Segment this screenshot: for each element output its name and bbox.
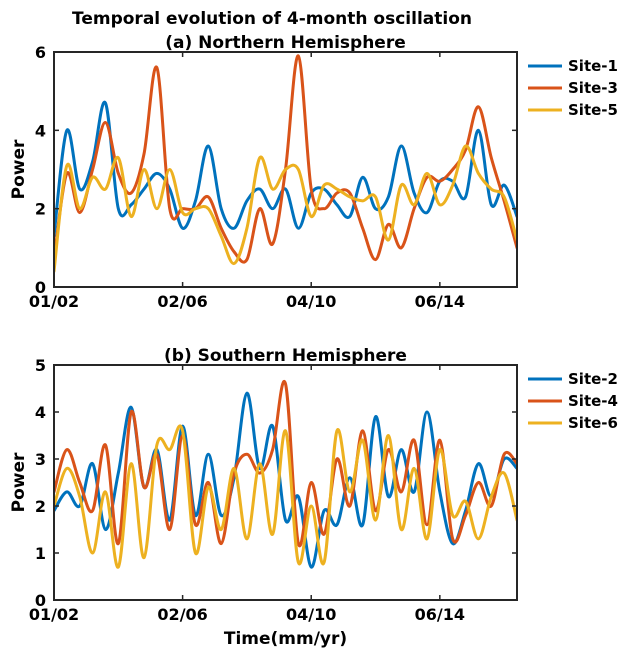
series-lines bbox=[54, 379, 517, 569]
y-tick-label: 5 bbox=[35, 356, 46, 375]
y-tick-label: 3 bbox=[35, 450, 46, 469]
x-tick-label: 06/14 bbox=[415, 292, 465, 311]
series-line-site-5 bbox=[54, 144, 517, 273]
x-tick-label: 02/06 bbox=[157, 605, 207, 624]
x-tick-label: 06/14 bbox=[415, 605, 465, 624]
y-tick-label: 6 bbox=[35, 43, 46, 62]
plot-frame bbox=[53, 364, 518, 601]
legend-label: Site-6 bbox=[568, 414, 618, 432]
y-tick-label: 2 bbox=[35, 200, 46, 219]
series-line-site-6 bbox=[54, 424, 517, 569]
y-tick-label: 0 bbox=[35, 278, 46, 297]
x-tick-label: 02/06 bbox=[157, 292, 207, 311]
legend-label: Site-3 bbox=[568, 79, 618, 97]
y-tick-label: 0 bbox=[35, 591, 46, 610]
series-line-site-4 bbox=[54, 379, 517, 548]
legend-label: Site-2 bbox=[568, 370, 618, 388]
series-lines bbox=[54, 54, 517, 273]
chart-title: (a) Northern Hemisphere bbox=[165, 33, 406, 53]
y-axis-label: Power bbox=[9, 452, 29, 512]
chart-title: (b) Southern Hemisphere bbox=[164, 346, 407, 366]
y-tick-label: 4 bbox=[35, 121, 46, 140]
y-tick-label: 4 bbox=[35, 403, 46, 422]
legend-label: Site-1 bbox=[568, 57, 618, 75]
legend-label: Site-4 bbox=[568, 392, 618, 410]
y-axis-label: Power bbox=[9, 139, 29, 199]
figure-title: Temporal evolution of 4-month oscillatio… bbox=[72, 9, 472, 29]
x-tick-label: 04/10 bbox=[286, 292, 336, 311]
chart-panel-1: (a) Northern Hemisphere 0 2 4 6 01/02 02/06 04/… bbox=[9, 33, 618, 311]
x-tick-label: 01/02 bbox=[29, 605, 79, 624]
y-tick-label: 2 bbox=[35, 497, 46, 516]
x-tick-label: 04/10 bbox=[286, 605, 336, 624]
legend: Site-2 Site-4 Site-6 bbox=[528, 370, 618, 432]
plot-frame bbox=[53, 51, 518, 288]
x-tick-label: 01/02 bbox=[29, 292, 79, 311]
series-line-site-3 bbox=[54, 54, 517, 264]
legend-label: Site-5 bbox=[568, 101, 618, 119]
panels: (a) Northern Hemisphere 0 2 4 6 01/02 02/06 04/… bbox=[9, 33, 618, 649]
legend: Site-1 Site-3 Site-5 bbox=[528, 57, 618, 119]
chart-panel-2: (b) Southern Hemisphere 0 1 2 3 4 5 01/02 02/06 0… bbox=[9, 346, 618, 649]
y-tick-label: 1 bbox=[35, 544, 46, 563]
x-axis-label: Time(mm/yr) bbox=[224, 629, 347, 649]
